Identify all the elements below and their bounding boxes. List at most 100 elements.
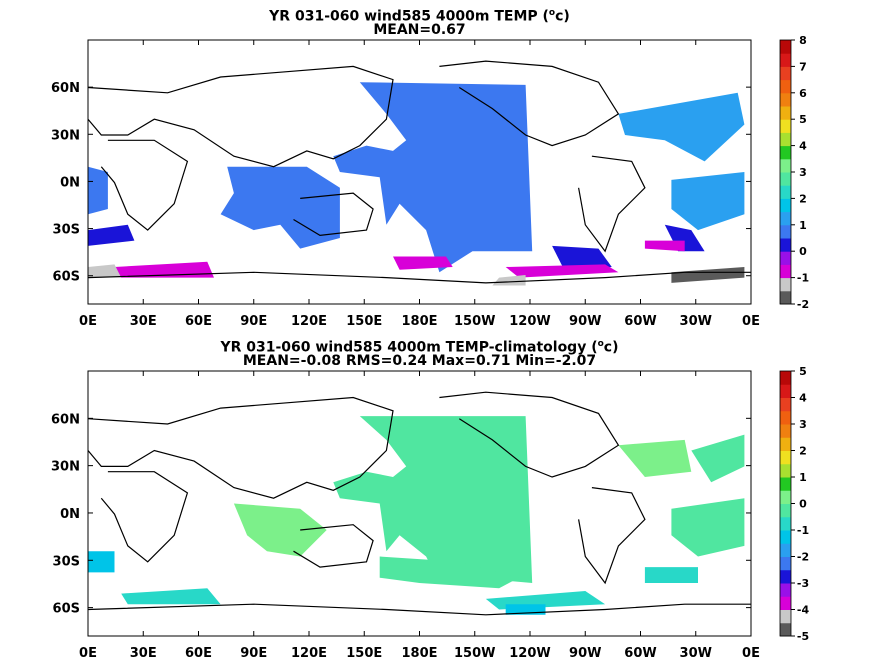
top-colorbar-swatch-4 (780, 238, 791, 252)
top-panel: 0E 30E 60E 90E 120E 150E 180E 150W 120W 90W 60W 30W… (51, 34, 809, 329)
top-region-14 (671, 267, 745, 283)
top-colorbar-swatch-1 (780, 277, 791, 292)
top-ytick-label-2: 0N (60, 175, 80, 190)
bottom-region-4 (671, 498, 745, 557)
bottom-xtick-label-5: 150E (346, 646, 382, 661)
top-title-unit-rest: c) (555, 8, 570, 25)
top-chart-title: YR 031-060 wind585 4000m TEMP (oc) (88, 5, 751, 26)
bottom-region-0 (333, 416, 533, 583)
bottom-coastline-1 (100, 471, 189, 563)
bottom-xtick-label-0: 0E (79, 646, 97, 661)
top-xtick-label-2: 60E (185, 314, 212, 329)
top-xtick-label-9: 90W (569, 314, 601, 329)
top-colorbar-swatch-10 (780, 158, 791, 173)
top-region-12 (88, 264, 122, 278)
bottom-colorbar-swatch-2 (780, 596, 791, 610)
bottom-region-6 (121, 588, 221, 605)
top-coastline-0 (87, 65, 394, 168)
top-region-4 (88, 166, 108, 215)
top-colorbar-label-2: 6 (799, 87, 807, 100)
top-colorbar-label-9: -1 (797, 272, 809, 285)
top-xtick-label-8: 120W (509, 314, 550, 329)
top-colorbar-label-7: 1 (799, 219, 807, 232)
top-region-2 (618, 92, 745, 162)
bottom-ytick-label-3: 30S (53, 554, 80, 569)
top-region-9 (114, 261, 214, 278)
top-colorbar-label-0: 8 (799, 34, 807, 47)
bottom-colorbar-swatch-3 (780, 583, 791, 597)
top-region-10 (393, 256, 453, 270)
bottom-colorbar-swatch-15 (780, 424, 791, 438)
top-colorbar-swatch-17 (780, 66, 791, 81)
bottom-colorbar-label-3: 2 (799, 445, 807, 458)
bottom-colorbar-swatch-5 (780, 556, 791, 571)
bottom-xtick-label-12: 0E (742, 646, 760, 661)
bottom-colorbar-swatch-19 (780, 371, 791, 385)
bottom-colorbar-swatch-1 (780, 609, 791, 624)
top-xtick-label-4: 120E (291, 314, 327, 329)
bottom-colorbar-label-8: -3 (797, 577, 809, 590)
bottom-region-9 (88, 551, 115, 573)
bottom-chart-title: YR 031-060 wind585 4000m TEMP-climatolog… (88, 336, 751, 357)
top-xtick-label-0: 0E (79, 314, 97, 329)
bottom-colorbar-label-0: 5 (799, 365, 807, 378)
bottom-colorbar-label-7: -2 (797, 551, 809, 564)
top-coastline-2 (293, 192, 374, 237)
top-colorbar-swatch-16 (780, 79, 791, 94)
top-colorbar-swatch-12 (780, 132, 791, 147)
bottom-region-3 (691, 434, 745, 483)
bottom-colorbar-swatch-18 (780, 384, 791, 398)
top-coastline-5 (87, 271, 751, 284)
top-xtick-label-10: 60W (624, 314, 656, 329)
bottom-colorbar-label-10: -5 (797, 630, 809, 643)
bottom-ytick-label-4: 60S (53, 602, 80, 617)
top-xtick-label-11: 30W (680, 314, 712, 329)
bottom-coastline-2 (293, 524, 374, 568)
top-region-7 (88, 224, 135, 246)
bottom-chart-subtitle: MEAN=-0.08 RMS=0.24 Max=0.71 Min=-2.07 (242, 353, 597, 369)
bottom-xtick-label-9: 90W (569, 646, 601, 661)
top-xtick-label-5: 150E (346, 314, 382, 329)
bottom-colorbar-swatch-8 (780, 516, 791, 531)
top-region-11 (644, 240, 685, 252)
top-colorbar-label-1: 7 (799, 60, 807, 73)
bottom-title-unit-rest: c) (603, 339, 619, 356)
bottom-panel: 0E 30E 60E 90E 120E 150E 180E 150W 120W 90W 60W 30W… (51, 365, 809, 661)
bottom-colorbar-label-2: 3 (799, 418, 807, 431)
bottom-xtick-label-8: 120W (509, 646, 550, 661)
bottom-colorbar-swatch-7 (780, 530, 791, 544)
top-chart-subtitle: MEAN=0.67 (373, 22, 466, 38)
top-colorbar-swatch-15 (780, 92, 791, 107)
top-ytick-label-1: 30N (51, 128, 80, 143)
bottom-colorbar-label-5: 0 (799, 498, 807, 511)
top-colorbar-swatch-11 (780, 145, 791, 160)
bottom-colorbar: 5 4 3 2 1 0 -1 -2 -3 -4 -5 (779, 365, 810, 643)
top-xtick-label-1: 30E (130, 314, 157, 329)
top-region-13 (492, 275, 526, 286)
top-colorbar: 8 7 6 5 4 3 2 1 0 -1 -2 (779, 34, 809, 311)
bottom-xtick-label-6: 180E (401, 646, 437, 661)
bottom-region-2 (618, 439, 692, 477)
bottom-coastline-5 (87, 603, 751, 616)
top-colorbar-swatch-9 (780, 172, 791, 186)
bottom-xtick-label-11: 30W (680, 646, 712, 661)
top-colorbar-swatch-5 (780, 224, 791, 239)
bottom-xtick-label-3: 90E (240, 646, 267, 661)
bottom-colorbar-swatch-17 (780, 397, 791, 412)
top-colorbar-swatch-8 (780, 185, 791, 199)
top-xtick-label-3: 90E (240, 314, 267, 329)
bottom-colorbar-swatch-16 (780, 410, 791, 425)
top-ytick-label-3: 30S (53, 223, 80, 238)
top-region-1 (220, 166, 340, 249)
bottom-colorbar-swatch-10 (780, 490, 791, 504)
top-xtick-label-7: 150W (454, 314, 495, 329)
top-colorbar-swatch-2 (780, 264, 791, 279)
top-region-3 (671, 172, 745, 231)
bottom-xtick-label-2: 60E (185, 646, 212, 661)
bottom-xtick-label-4: 120E (291, 646, 327, 661)
bottom-colorbar-swatch-9 (780, 503, 791, 518)
bottom-colorbar-label-9: -4 (797, 604, 810, 617)
top-colorbar-label-5: 3 (799, 166, 807, 179)
top-colorbar-label-10: -2 (797, 298, 809, 311)
bottom-colorbar-swatch-14 (780, 437, 791, 451)
